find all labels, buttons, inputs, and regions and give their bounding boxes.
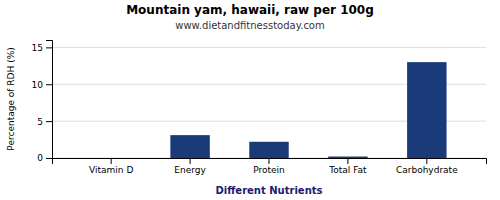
x-tick-label: Total Fat	[328, 165, 367, 175]
x-tick-label: Carbohydrate	[396, 165, 458, 175]
x-tick: Total Fat	[328, 158, 367, 175]
x-tick: Energy	[174, 158, 206, 175]
x-tick-label: Protein	[253, 165, 285, 175]
y-tick: 15	[32, 43, 52, 53]
y-tick-mark	[46, 158, 52, 159]
subtitle: www.dietandfitnesstoday.com	[175, 20, 324, 31]
x-tick: Protein	[253, 158, 285, 175]
chart: Mountain yam, hawaii, raw per 100g www.di…	[0, 0, 500, 200]
grid-line	[52, 47, 486, 48]
y-tick-label: 15	[32, 43, 43, 53]
x-axis: Vitamin D Energy Protein Total Fat Carbohydr…	[53, 158, 487, 175]
bar	[328, 157, 367, 158]
y-tick-label: 10	[32, 80, 44, 90]
y-tick-label: 5	[37, 117, 43, 127]
bar	[91, 158, 130, 159]
x-tick-mark	[269, 158, 270, 164]
plot: Vitamin D Energy Protein Total Fat Carbohydr…	[32, 41, 487, 176]
x-axis-line	[53, 159, 487, 165]
x-axis-title: Different Nutrients	[216, 185, 323, 196]
y-tick-mark	[46, 84, 52, 85]
x-tick: Carbohydrate	[396, 158, 458, 175]
x-tick-mark	[111, 158, 112, 164]
bar	[407, 62, 446, 158]
x-tick-mark	[347, 158, 348, 164]
title: Mountain yam, hawaii, raw per 100g	[126, 3, 374, 17]
grid	[52, 47, 486, 158]
x-tick: Vitamin D	[89, 158, 133, 175]
y-axis: 0 5 10 15	[32, 41, 53, 164]
x-tick-mark	[190, 158, 191, 164]
y-tick: 0	[37, 153, 52, 163]
x-tick-label: Energy	[174, 165, 206, 175]
y-tick-mark	[46, 47, 52, 48]
x-tick-label: Vitamin D	[89, 165, 133, 175]
x-tick-mark	[426, 158, 427, 164]
y-axis-title: Percentage of RDH (%)	[6, 47, 16, 150]
y-tick-label: 0	[37, 153, 43, 163]
y-tick: 5	[37, 117, 52, 127]
bar	[170, 135, 209, 158]
bar	[249, 142, 288, 158]
bars	[170, 62, 446, 158]
y-axis-line	[46, 41, 53, 159]
y-tick-mark	[46, 121, 52, 122]
y-tick: 10	[32, 80, 52, 90]
